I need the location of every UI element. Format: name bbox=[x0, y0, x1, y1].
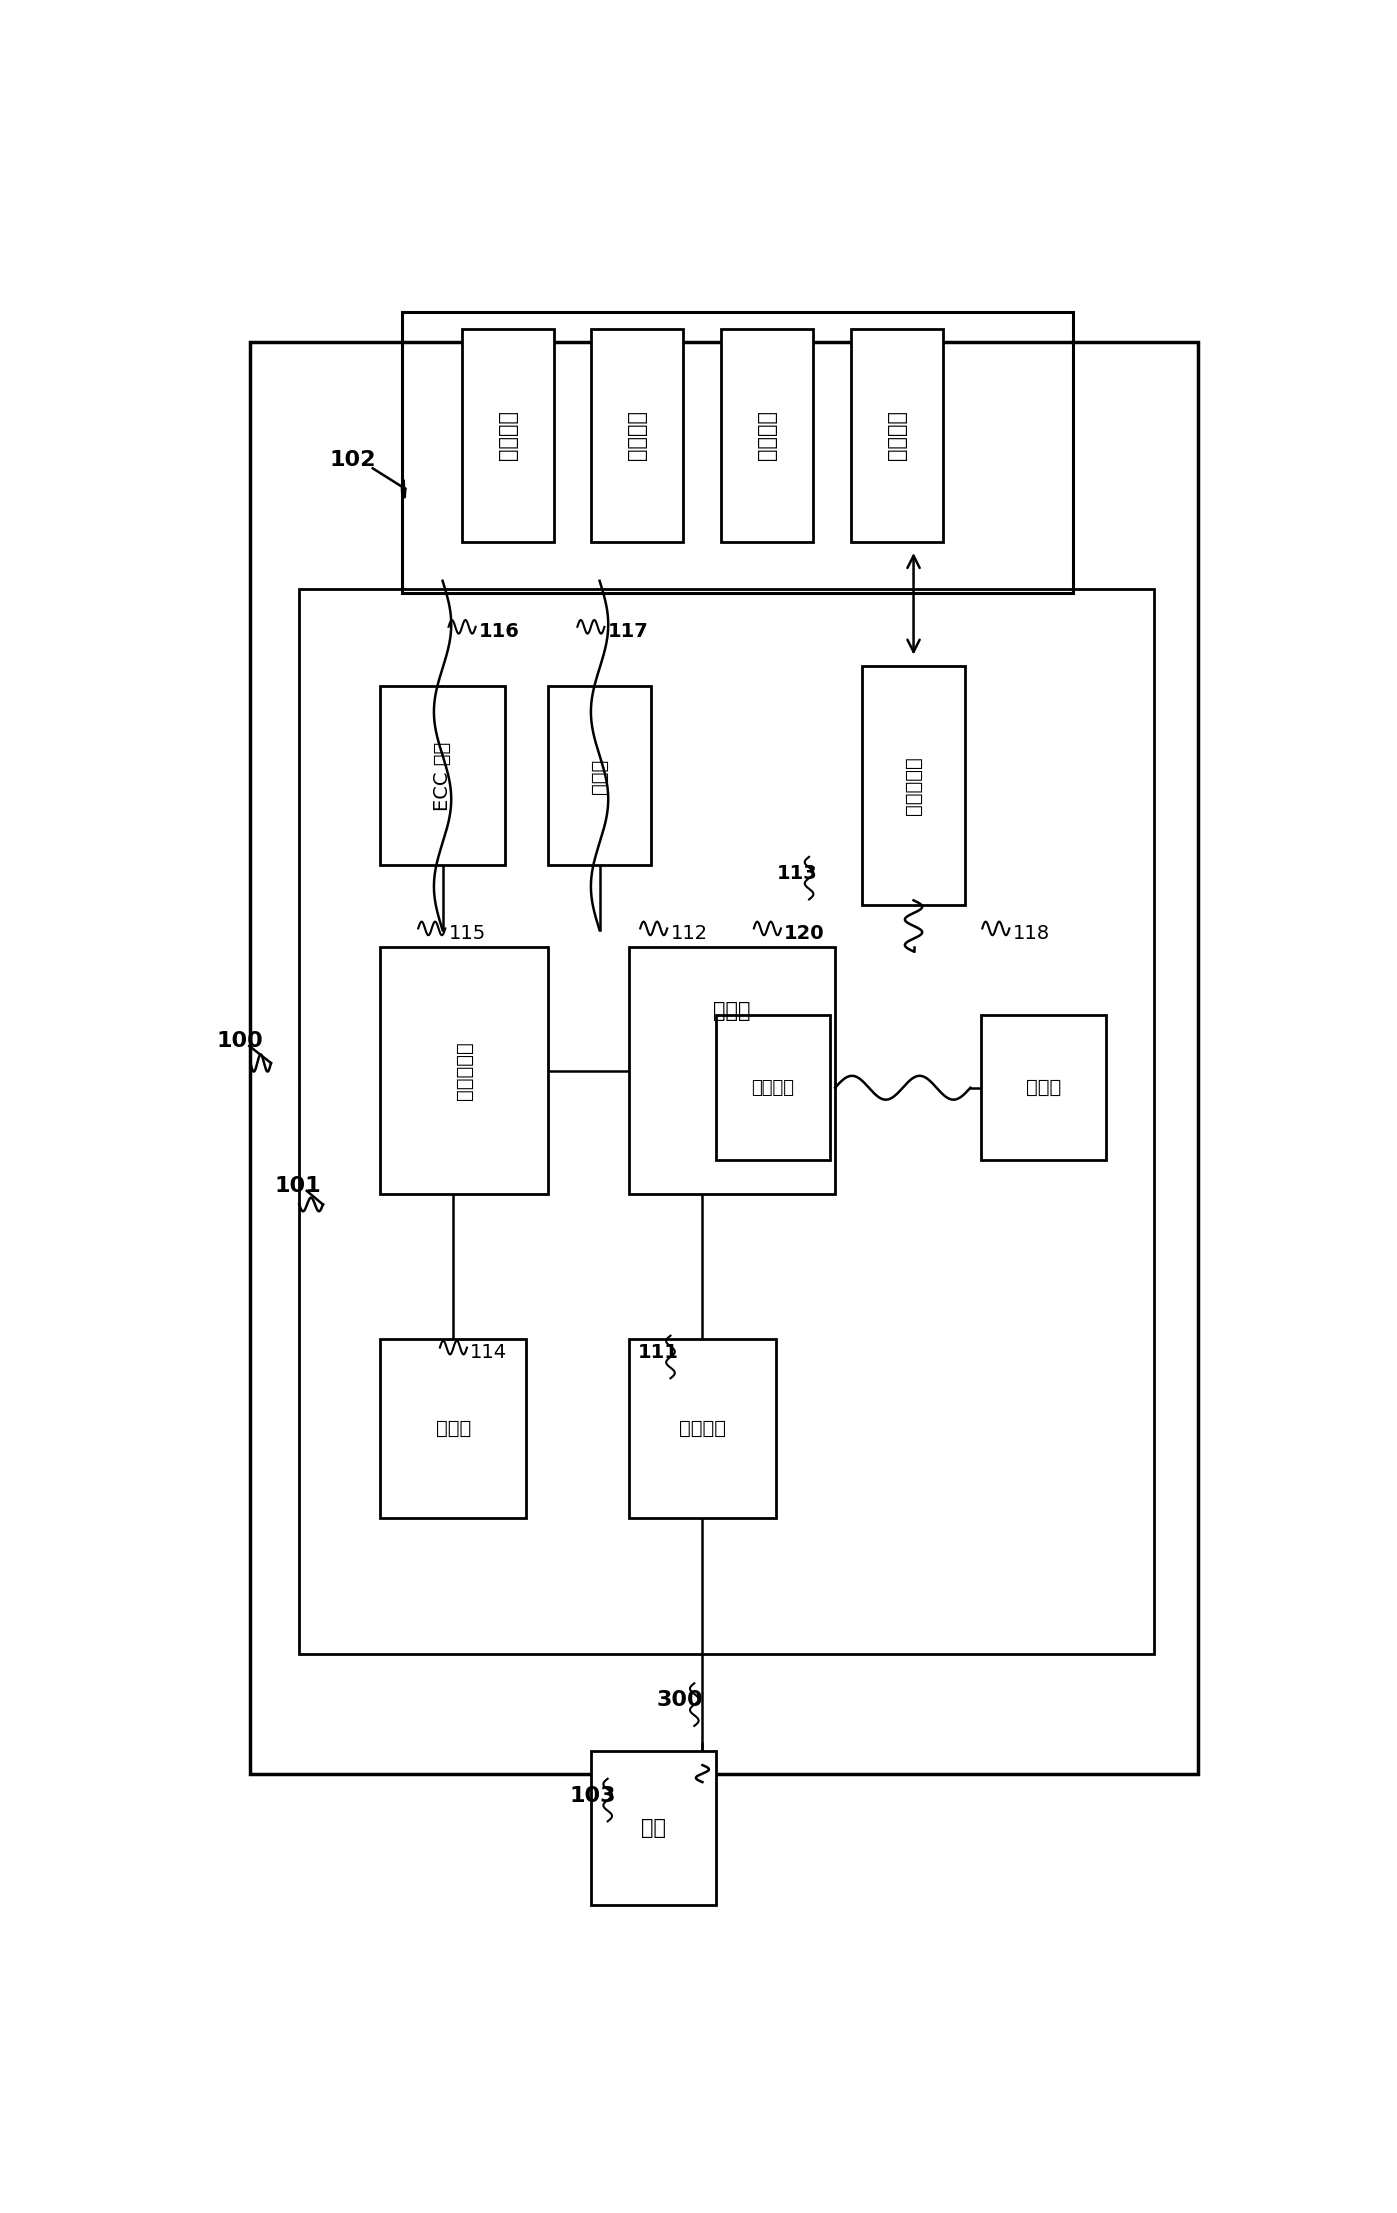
Text: 主机: 主机 bbox=[641, 1819, 666, 1839]
Bar bbox=[299, 589, 1154, 1655]
Text: 闪存控制器: 闪存控制器 bbox=[904, 757, 923, 814]
Bar bbox=[591, 1750, 715, 1905]
Bar bbox=[591, 328, 683, 542]
Bar bbox=[250, 343, 1197, 1773]
Text: 300: 300 bbox=[657, 1691, 703, 1711]
Text: 102: 102 bbox=[330, 449, 376, 469]
Text: 101: 101 bbox=[274, 1175, 321, 1195]
Text: ECC 引擎: ECC 引擎 bbox=[433, 741, 453, 810]
Text: 处理器: 处理器 bbox=[714, 1002, 752, 1022]
Text: 111: 111 bbox=[638, 1343, 679, 1363]
Bar bbox=[715, 1016, 830, 1160]
Text: 存储单元: 存储单元 bbox=[497, 409, 517, 460]
Bar bbox=[629, 1339, 775, 1518]
Bar bbox=[981, 1016, 1106, 1160]
Text: 主机接口: 主机接口 bbox=[679, 1419, 726, 1438]
Text: 时钟源: 时钟源 bbox=[590, 759, 609, 794]
Text: 120: 120 bbox=[784, 925, 824, 943]
Text: 监控模块: 监控模块 bbox=[752, 1078, 795, 1098]
Bar bbox=[548, 686, 651, 865]
Bar bbox=[380, 686, 504, 865]
Text: 118: 118 bbox=[1013, 925, 1049, 943]
Text: 存储单元: 存储单元 bbox=[627, 409, 647, 460]
Bar bbox=[461, 328, 553, 542]
Text: 103: 103 bbox=[570, 1786, 616, 1806]
Text: 117: 117 bbox=[608, 622, 648, 642]
Text: 100: 100 bbox=[217, 1031, 264, 1051]
Text: 存储单元: 存储单元 bbox=[887, 409, 907, 460]
Bar bbox=[629, 947, 835, 1195]
Text: 缓冲器: 缓冲器 bbox=[436, 1419, 471, 1438]
Bar bbox=[851, 328, 943, 542]
Bar bbox=[380, 947, 548, 1195]
Bar bbox=[380, 1339, 527, 1518]
Bar bbox=[402, 312, 1073, 593]
Text: 113: 113 bbox=[777, 865, 817, 883]
Text: 115: 115 bbox=[448, 925, 486, 943]
Text: 时钟控制器: 时钟控制器 bbox=[455, 1042, 474, 1100]
Text: 存储单元: 存储单元 bbox=[757, 409, 777, 460]
Bar bbox=[862, 666, 965, 905]
Text: 定时器: 定时器 bbox=[1025, 1078, 1062, 1098]
Text: 112: 112 bbox=[671, 925, 708, 943]
Text: 116: 116 bbox=[479, 622, 520, 642]
Text: 114: 114 bbox=[471, 1343, 507, 1363]
Bar bbox=[721, 328, 813, 542]
